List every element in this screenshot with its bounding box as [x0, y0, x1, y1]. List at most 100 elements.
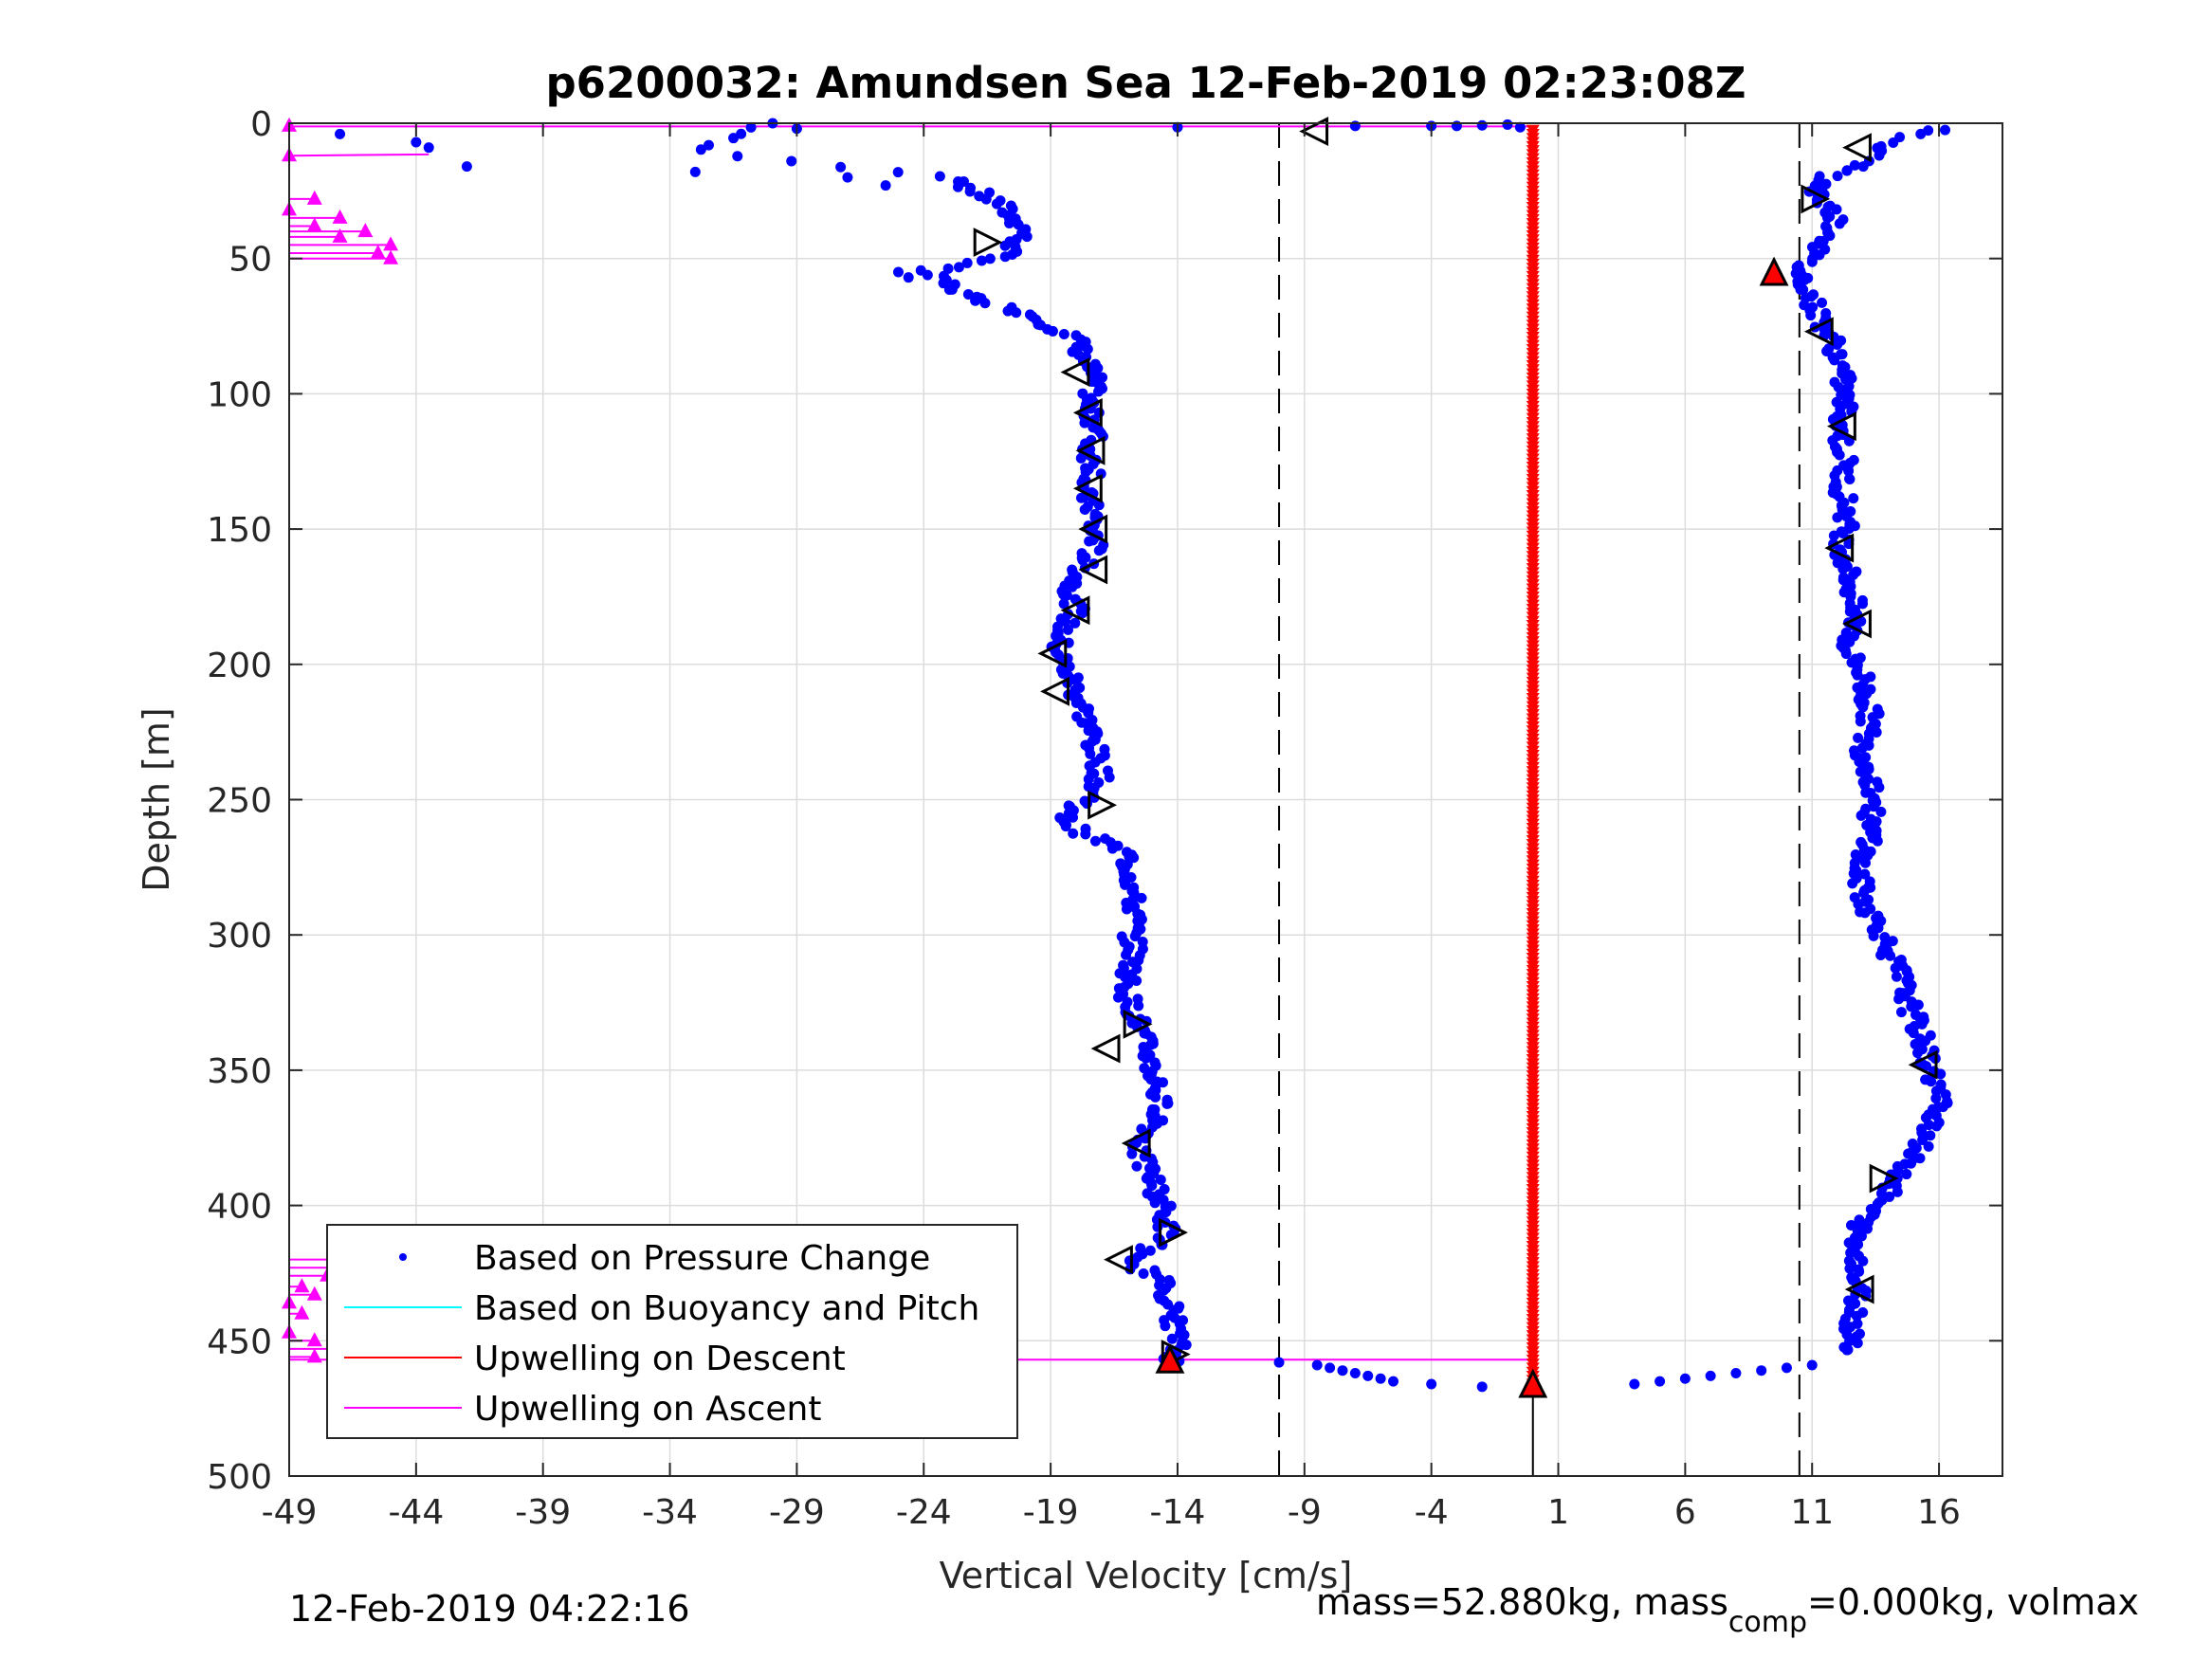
pressure-change-point [946, 283, 958, 295]
pressure-change-point [1705, 1370, 1716, 1381]
pressure-change-point [953, 262, 964, 273]
pressure-change-point [1004, 217, 1015, 228]
pressure-change-point [1514, 121, 1526, 133]
mass-rest: =0.000kg, volmax [1807, 1581, 2140, 1623]
pressure-change-point [1832, 171, 1843, 182]
pressure-change-point [1158, 1077, 1169, 1088]
pressure-change-point [1885, 950, 1896, 961]
pressure-change-point [1060, 821, 1071, 832]
x-tick-label: -29 [769, 1493, 825, 1532]
pressure-change-point [1136, 892, 1147, 903]
pressure-change-point [1325, 1362, 1336, 1374]
y-tick-label: 250 [207, 782, 272, 821]
pressure-change-point [1849, 159, 1860, 171]
y-tick-label: 50 [229, 241, 272, 280]
pressure-change-point [880, 180, 891, 191]
pressure-change-point [1856, 810, 1867, 821]
data-marks [282, 117, 1953, 1476]
pressure-change-point [1832, 339, 1843, 351]
pressure-change-point [1311, 1359, 1323, 1371]
pressure-change-point [1068, 828, 1079, 839]
pressure-change-point [411, 137, 422, 148]
pressure-change-point [1150, 1091, 1161, 1103]
pressure-change-point [1058, 329, 1069, 340]
pressure-change-point [1146, 1180, 1158, 1192]
triangle-marker [1844, 1274, 1874, 1304]
pressure-change-point [1931, 1121, 1943, 1132]
triangle-marker [1088, 790, 1118, 820]
pressure-change-point [1121, 903, 1132, 915]
pressure-change-point [1085, 748, 1096, 759]
legend-entry-label: Based on Pressure Change [474, 1239, 930, 1278]
pressure-change-point [1064, 661, 1075, 672]
triangle-marker [1842, 609, 1872, 639]
pressure-change-point [903, 272, 914, 283]
x-tick-label: -24 [896, 1493, 952, 1532]
pressure-change-point [942, 263, 954, 274]
upwelling-ascent-marker [306, 1285, 322, 1301]
pressure-change-point [461, 161, 472, 173]
pressure-change-point [1859, 868, 1871, 880]
pressure-change-point [980, 193, 992, 205]
pressure-change-point [1077, 555, 1088, 566]
pressure-change-point [1079, 417, 1090, 428]
x-tick-label: 1 [1547, 1493, 1569, 1532]
pressure-change-point [1857, 161, 1869, 173]
pressure-change-point [1273, 1357, 1285, 1368]
pressure-change-point [1426, 1378, 1437, 1390]
triangle-marker [1155, 1343, 1185, 1374]
pressure-change-point [1854, 1266, 1865, 1277]
x-tick-label: 11 [1790, 1493, 1834, 1532]
triangle-marker [1060, 595, 1090, 626]
pressure-change-point [732, 151, 743, 162]
upwelling-ascent-marker [332, 209, 348, 224]
pressure-change-point [1893, 994, 1905, 1005]
pressure-change-point [1756, 1365, 1767, 1376]
y-tick-label: 150 [207, 511, 272, 550]
pressure-change-point [1914, 1153, 1926, 1164]
x-tick-label: -39 [515, 1493, 571, 1532]
pressure-change-point [1930, 1093, 1942, 1104]
legend-entry-label: Based on Buoyancy and Pitch [474, 1289, 979, 1328]
pressure-change-point [1906, 1001, 1917, 1012]
pressure-change-point [1859, 907, 1871, 919]
triangle-marker [1090, 1033, 1121, 1064]
pressure-change-point [1629, 1378, 1640, 1390]
pressure-change-point [1892, 1186, 1903, 1197]
legend-entry-label: Upwelling on Ascent [474, 1390, 821, 1429]
pressure-change-point [1106, 843, 1118, 854]
pressure-change-point [1155, 1175, 1166, 1186]
upwelling-ascent-marker [383, 249, 399, 264]
upwelling-ascent-marker [306, 190, 322, 205]
pressure-change-point [1806, 1359, 1818, 1371]
pressure-change-point [892, 167, 904, 178]
pressure-change-point [1831, 204, 1842, 215]
upwelling-ascent-marker [306, 217, 322, 232]
pressure-change-point [1141, 1052, 1152, 1064]
triangle-marker [1518, 1368, 1548, 1398]
triangle-marker [1040, 676, 1069, 706]
y-tick-label: 350 [207, 1052, 272, 1091]
pressure-change-point [1077, 608, 1088, 619]
pressure-change-point [423, 142, 434, 154]
pressure-change-point [1915, 128, 1927, 139]
pressure-change-point [1131, 975, 1143, 986]
triangle-marker [1121, 1128, 1151, 1158]
triangle-marker [1299, 117, 1329, 146]
pressure-change-point [970, 295, 981, 306]
pressure-change-point [1149, 1197, 1161, 1209]
triangle-marker [1801, 184, 1831, 214]
pressure-change-point [979, 298, 991, 309]
pressure-change-point [1857, 1255, 1869, 1267]
y-tick-label: 500 [207, 1458, 272, 1497]
y-tick-label: 200 [207, 647, 272, 685]
pressure-change-point [892, 266, 904, 278]
upwelling-ascent-marker [332, 228, 348, 243]
pressure-change-point [964, 186, 976, 197]
pressure-change-point [1061, 590, 1072, 601]
pressure-change-point [1843, 465, 1855, 477]
pressure-change-point [1901, 1169, 1912, 1180]
pressure-change-point [1375, 1373, 1386, 1384]
triangle-marker [1824, 533, 1855, 563]
pressure-change-point [1388, 1376, 1399, 1387]
